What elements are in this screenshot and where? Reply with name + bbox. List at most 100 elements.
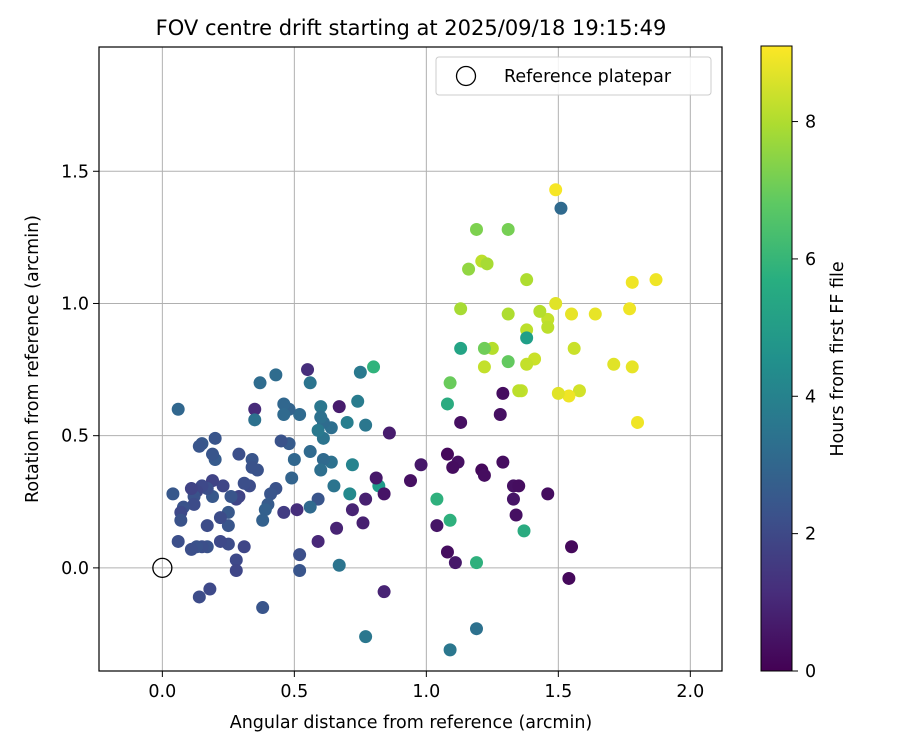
data-point [509, 508, 523, 522]
data-point [448, 556, 462, 570]
y-axis-ticks: 0.0 0.5 1.0 1.5 [61, 162, 99, 579]
data-point [367, 360, 381, 374]
data-point [562, 571, 576, 585]
data-point [290, 503, 304, 517]
colorbar-tick-label: 0 [805, 662, 816, 682]
data-point [274, 434, 288, 448]
data-point [237, 540, 251, 554]
data-point [477, 341, 491, 355]
data-point [443, 376, 457, 390]
data-point [369, 471, 383, 485]
data-point [520, 357, 534, 371]
data-point [213, 534, 227, 548]
x-axis-label: Angular distance from reference (arcmin) [230, 713, 593, 733]
data-point [256, 601, 270, 615]
legend-label: Reference platepar [504, 67, 672, 87]
data-point [541, 320, 555, 334]
data-point [171, 534, 185, 548]
data-point [549, 296, 563, 310]
x-tick-label: 0.5 [280, 682, 308, 702]
colorbar-ticks: 0 2 4 6 8 [792, 113, 816, 682]
data-point [541, 487, 555, 501]
data-point [332, 558, 346, 572]
data-point [314, 463, 328, 477]
data-point [330, 521, 344, 535]
data-point [454, 341, 468, 355]
data-point [520, 273, 534, 287]
data-point [237, 476, 251, 490]
legend-box [435, 56, 712, 96]
data-point [245, 460, 259, 474]
data-point [551, 386, 565, 400]
data-point [229, 564, 243, 578]
data-point [208, 431, 222, 445]
data-point [269, 368, 283, 382]
data-point [345, 503, 359, 517]
data-point [206, 447, 220, 461]
data-point [311, 492, 325, 506]
data-point [258, 503, 272, 517]
data-point [285, 471, 299, 485]
data-point [462, 262, 476, 276]
data-point [353, 365, 367, 379]
data-point [469, 622, 483, 636]
data-point [549, 183, 563, 197]
data-point [303, 376, 317, 390]
reference-point-marker [152, 557, 173, 579]
data-point [303, 445, 317, 459]
data-point [520, 331, 534, 345]
x-tick-label: 0.0 [148, 682, 176, 702]
data-point [311, 423, 325, 437]
data-point [248, 413, 262, 427]
data-point [277, 505, 291, 519]
colorbar-gradient [760, 45, 793, 672]
data-point [480, 257, 494, 271]
data-point [174, 513, 188, 527]
data-point [506, 492, 520, 506]
data-point [469, 556, 483, 570]
colorbar-tick-label: 2 [805, 525, 816, 545]
data-point [293, 564, 307, 578]
data-point [446, 460, 460, 474]
data-point [187, 497, 201, 511]
data-point [623, 302, 637, 316]
data-point [359, 630, 373, 644]
data-point [562, 389, 576, 403]
data-point [533, 304, 547, 318]
data-point [327, 479, 341, 493]
data-point [443, 643, 457, 657]
data-point [184, 542, 198, 556]
data-point [184, 482, 198, 496]
data-point [567, 341, 581, 355]
data-point [493, 408, 507, 422]
y-axis-label: Rotation from reference (arcmin) [23, 215, 43, 503]
data-point [565, 540, 579, 554]
x-axis-ticks: 0.0 0.5 1.0 1.5 2.0 [148, 671, 704, 702]
data-point [356, 516, 370, 530]
data-point [293, 408, 307, 422]
data-point [229, 553, 243, 567]
legend-marker [455, 65, 477, 87]
y-tick-label: 1.0 [61, 294, 89, 314]
x-tick-label: 1.0 [412, 682, 440, 702]
data-point [224, 489, 238, 503]
data-point [430, 519, 444, 533]
data-point [512, 384, 526, 398]
chart-title: FOV centre drift starting at 2025/09/18 … [156, 16, 667, 40]
data-point [501, 222, 515, 236]
data-point [477, 360, 491, 374]
x-tick-label: 1.5 [544, 682, 572, 702]
data-point [572, 384, 586, 398]
data-point [517, 524, 531, 538]
data-point [216, 479, 230, 493]
data-point [382, 426, 396, 440]
data-point [359, 492, 373, 506]
data-point [166, 487, 180, 501]
colorbar-tick-label: 4 [805, 387, 816, 407]
data-point [314, 410, 328, 424]
data-point [512, 479, 526, 493]
data-point [345, 458, 359, 472]
colorbar-tick-label: 6 [805, 250, 816, 270]
data-point [554, 201, 568, 215]
